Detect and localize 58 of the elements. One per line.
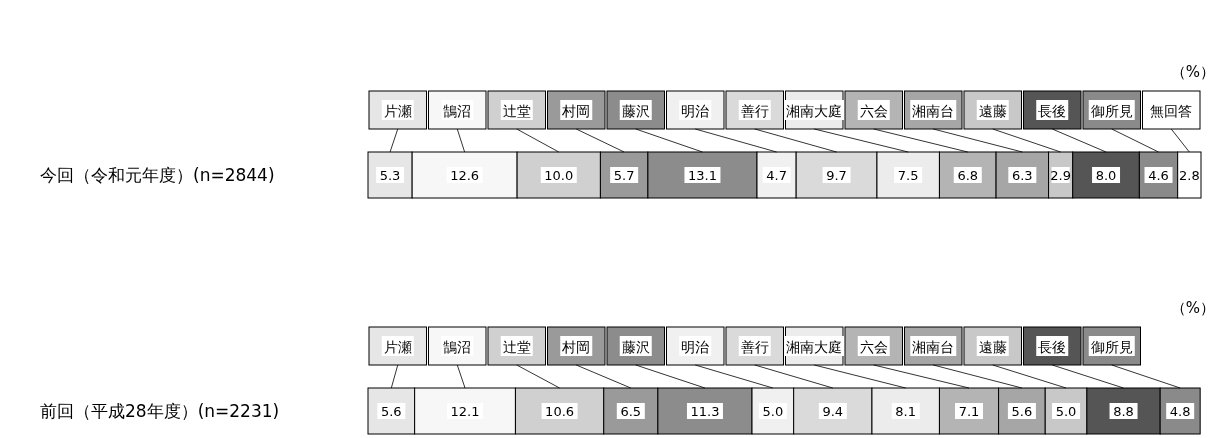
data-label: 2.8 [1178,168,1200,183]
data-label: 8.8 [1113,404,1134,419]
text: 片瀬 [383,103,412,119]
text: 藤沢 [621,103,650,119]
data-label: 2.9 [1050,168,1071,183]
data-label: 12.6 [450,168,480,183]
text: 片瀬 [383,339,412,355]
data-label: 10.0 [544,168,574,183]
data-label: 4.7 [766,168,787,183]
data-label: 7.1 [958,404,980,419]
text: 辻堂 [502,339,531,355]
text: 御所見 [1090,339,1133,355]
text: 六会 [859,103,888,119]
text: 無回答 [1150,103,1193,119]
data-label: 6.3 [1011,168,1033,183]
data-label: 4.6 [1148,168,1169,183]
data-label: 6.8 [957,168,979,183]
data-label: 5.6 [1011,404,1033,419]
text: 村岡 [561,103,591,119]
text: 湘南台 [912,339,955,355]
data-label: 5.0 [762,404,784,419]
data-label: 9.4 [822,404,844,419]
y-tick-label: 今回（令和元年度）(n=2844) [40,165,275,185]
text: 鵠沼 [443,339,472,355]
data-label: 13.1 [687,168,717,183]
text: 湘南大庭 [786,339,843,355]
y-tick-label: 前回（平成28年度）(n=2231) [40,401,280,421]
text: 遠藤 [978,339,1007,355]
text: 明治 [681,103,710,119]
data-label: 5.7 [613,168,635,183]
data-label: 12.1 [450,404,480,419]
text: 御所見 [1090,103,1133,119]
data-label: 5.3 [379,168,401,183]
text: 明治 [681,339,710,355]
text: 善行 [740,339,769,355]
data-label: 5.6 [380,404,402,419]
text: 湘南台 [912,103,955,119]
text: 村岡 [562,339,591,355]
data-label: 8.1 [895,404,917,419]
text: 長後 [1038,103,1067,119]
data-label: 11.3 [690,404,720,419]
text: 長後 [1038,339,1067,355]
text: 遠藤 [978,103,1007,119]
text: 辻堂 [502,103,531,119]
text: 藤沢 [621,339,650,355]
data-label: 10.6 [545,404,575,419]
data-label: 8.0 [1095,168,1117,183]
data-label: 6.5 [620,404,642,419]
data-label: 7.5 [897,168,919,183]
data-label: 9.7 [826,168,847,183]
annotation: （%） [1170,299,1215,317]
text: 鵠沼 [443,103,472,119]
text: 善行 [740,103,769,119]
text: 湘南大庭 [786,103,843,119]
annotation: （%） [1170,63,1215,81]
data-label: 5.0 [1055,404,1077,419]
data-label: 4.8 [1169,404,1191,419]
text: 六会 [859,339,888,355]
